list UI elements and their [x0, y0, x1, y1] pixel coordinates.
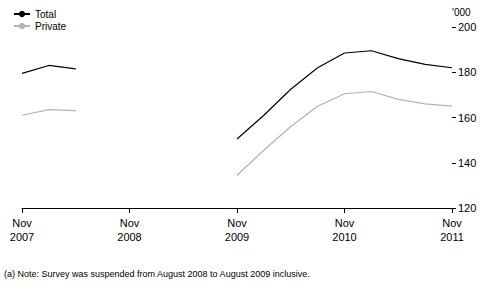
svg-text:Nov: Nov [12, 217, 32, 229]
svg-text:'000: '000 [452, 7, 471, 18]
svg-text:Private: Private [35, 21, 67, 32]
svg-text:2009: 2009 [225, 231, 249, 243]
svg-text:Nov: Nov [120, 217, 140, 229]
svg-text:2007: 2007 [10, 231, 34, 243]
svg-text:120: 120 [458, 202, 476, 214]
svg-text:2010: 2010 [332, 231, 356, 243]
svg-text:200: 200 [458, 21, 476, 33]
svg-text:160: 160 [458, 112, 476, 124]
svg-text:Nov: Nov [227, 217, 247, 229]
svg-text:Nov: Nov [442, 217, 462, 229]
svg-text:140: 140 [458, 157, 476, 169]
svg-text:Nov: Nov [335, 217, 355, 229]
svg-text:(a) Note: Survey was suspended: (a) Note: Survey was suspended from Augu… [4, 269, 310, 279]
svg-text:2011: 2011 [440, 231, 464, 243]
svg-text:180: 180 [458, 66, 476, 78]
svg-text:Total: Total [35, 9, 56, 20]
svg-text:2008: 2008 [117, 231, 141, 243]
